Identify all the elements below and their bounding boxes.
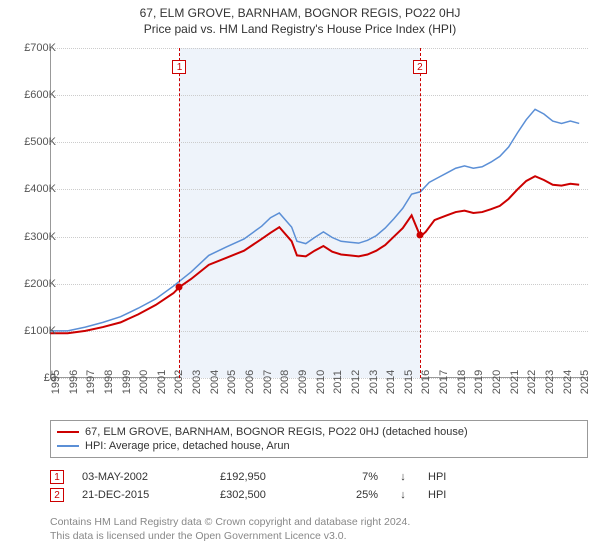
down-arrow-icon: ↓ [396,489,410,501]
series-property [50,176,579,333]
sale-marker: 2 [50,488,64,502]
sales-table: 1 03-MAY-2002 £192,950 7% ↓ HPI 2 21-DEC-2015 £3… [50,468,588,504]
y-axis-label: £600K [10,89,56,101]
sale-price: £302,500 [220,489,310,501]
marker-box: 1 [172,60,186,74]
sale-ref: HPI [428,471,458,483]
y-axis-label: £500K [10,136,56,148]
marker-dot [176,284,183,291]
footnote-line: This data is licensed under the Open Gov… [50,530,588,544]
chart-container: 67, ELM GROVE, BARNHAM, BOGNOR REGIS, PO… [0,0,600,560]
title-address: 67, ELM GROVE, BARNHAM, BOGNOR REGIS, PO… [0,6,600,20]
chart-area: 1995199619971998199920002001200220032004… [50,48,588,378]
sale-marker: 1 [50,470,64,484]
y-axis-label: £0 [10,372,56,384]
y-axis-label: £200K [10,278,56,290]
down-arrow-icon: ↓ [396,471,410,483]
sale-row: 2 21-DEC-2015 £302,500 25% ↓ HPI [50,486,588,504]
series-hpi [50,109,579,331]
sale-pct: 25% [328,489,378,501]
sale-date: 03-MAY-2002 [82,471,202,483]
legend-row: HPI: Average price, detached house, Arun [57,439,581,453]
sale-pct: 7% [328,471,378,483]
series-lines [50,48,588,378]
legend-swatch-hpi [57,445,79,447]
y-axis-label: £400K [10,183,56,195]
sale-price: £192,950 [220,471,310,483]
legend: 67, ELM GROVE, BARNHAM, BOGNOR REGIS, PO… [50,420,588,458]
title-block: 67, ELM GROVE, BARNHAM, BOGNOR REGIS, PO… [0,0,600,36]
title-subtitle: Price paid vs. HM Land Registry's House … [0,20,600,36]
footnote: Contains HM Land Registry data © Crown c… [50,516,588,543]
legend-row: 67, ELM GROVE, BARNHAM, BOGNOR REGIS, PO… [57,425,581,439]
marker-vline [179,48,180,378]
marker-box: 2 [413,60,427,74]
legend-label-property: 67, ELM GROVE, BARNHAM, BOGNOR REGIS, PO… [85,426,468,438]
y-axis-label: £300K [10,231,56,243]
marker-dot [416,232,423,239]
legend-swatch-property [57,431,79,433]
sale-date: 21-DEC-2015 [82,489,202,501]
y-axis-label: £700K [10,42,56,54]
marker-vline [420,48,421,378]
sale-ref: HPI [428,489,458,501]
sale-row: 1 03-MAY-2002 £192,950 7% ↓ HPI [50,468,588,486]
footnote-line: Contains HM Land Registry data © Crown c… [50,516,588,530]
legend-label-hpi: HPI: Average price, detached house, Arun [85,440,290,452]
y-axis-label: £100K [10,325,56,337]
